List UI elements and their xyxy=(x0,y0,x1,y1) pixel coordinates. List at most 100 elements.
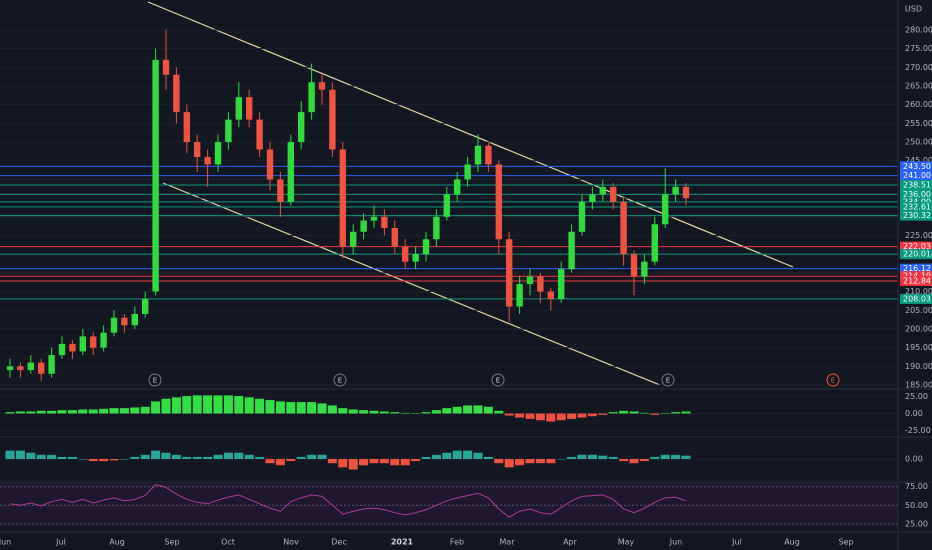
histogram-bar xyxy=(567,456,577,459)
candle-body xyxy=(214,142,222,165)
candle-body xyxy=(173,74,180,113)
histogram-bar xyxy=(619,459,629,462)
y-tick-label: 25.00 xyxy=(905,519,928,528)
y-tick-label: 185.00 xyxy=(905,381,932,390)
candle-body xyxy=(651,224,658,262)
histogram-bar xyxy=(515,413,525,418)
histogram-bar xyxy=(265,459,275,464)
y-tick-label: 275.00 xyxy=(905,44,932,53)
candle-body xyxy=(235,97,242,120)
y-tick-label: 75.00 xyxy=(905,482,928,491)
candle-body xyxy=(225,119,232,143)
level-label: 234.00 xyxy=(903,197,931,206)
histogram-bar xyxy=(67,410,77,414)
earnings-label: E xyxy=(338,377,342,385)
level-label: 230.32 xyxy=(903,211,931,220)
histogram-bar xyxy=(140,454,150,459)
x-tick-label: May xyxy=(618,538,635,547)
candle-body xyxy=(682,186,690,199)
histogram-bar xyxy=(67,456,77,459)
candle-body xyxy=(246,97,253,120)
y-tick-label: 50.00 xyxy=(905,501,928,510)
y-tick-label: 0.00 xyxy=(905,409,923,418)
histogram-bar xyxy=(442,408,452,414)
histogram-bar xyxy=(275,401,285,414)
x-tick-label: Jul xyxy=(731,538,742,547)
histogram-bar xyxy=(88,459,98,462)
y-tick-label: 255.00 xyxy=(905,119,932,128)
histogram-bar xyxy=(556,459,566,460)
histogram-bar xyxy=(546,413,556,422)
level-tag xyxy=(900,263,932,274)
histogram-bar xyxy=(151,450,161,459)
histogram-bar xyxy=(411,459,421,462)
candle-body xyxy=(485,145,492,165)
histogram-bar xyxy=(639,459,649,462)
histogram-bar xyxy=(57,410,67,414)
indicator-line xyxy=(9,483,687,518)
level-label: 232.61 xyxy=(903,203,931,212)
candle-body xyxy=(183,112,190,143)
candle-body xyxy=(589,194,596,202)
histogram-bar xyxy=(504,413,514,416)
x-tick-label: Mar xyxy=(499,538,515,547)
level-tag xyxy=(900,275,932,286)
histogram-bar xyxy=(99,459,109,462)
histogram-bar xyxy=(650,456,660,459)
candle-body xyxy=(287,142,294,202)
histogram-bar xyxy=(57,456,67,459)
histogram-bar xyxy=(130,456,140,459)
histogram-bar xyxy=(15,450,25,459)
x-tick-label: Jun xyxy=(0,538,11,547)
candle-body xyxy=(298,112,305,143)
candle-body xyxy=(329,89,336,150)
histogram-bar xyxy=(452,406,462,414)
candle-body xyxy=(204,156,211,165)
candle-body xyxy=(641,261,648,277)
candle-body xyxy=(381,216,388,229)
histogram-bar xyxy=(265,400,275,414)
earnings-marker xyxy=(333,373,347,387)
earnings-marker xyxy=(491,373,505,387)
histogram-bar xyxy=(577,413,587,418)
candle-body xyxy=(38,362,45,374)
candle-body xyxy=(662,194,669,225)
currency-label: USD xyxy=(905,5,922,14)
level-tag xyxy=(900,170,932,181)
candle-body xyxy=(370,216,378,221)
histogram-bar xyxy=(463,405,473,414)
candle-body xyxy=(433,216,440,240)
histogram-bar xyxy=(192,395,202,414)
candle-body xyxy=(266,149,274,180)
level-label: 216.12 xyxy=(903,264,931,273)
earnings-marker xyxy=(148,373,162,387)
histogram-bar xyxy=(598,413,608,415)
candle-body xyxy=(558,269,565,300)
histogram-bar xyxy=(47,410,57,414)
histogram-bar xyxy=(171,454,181,459)
candle-body xyxy=(339,149,346,247)
level-label: 241.00 xyxy=(903,171,931,180)
y-tick-label: 0.00 xyxy=(905,455,923,464)
histogram-bar xyxy=(36,454,46,459)
histogram-bar xyxy=(192,456,202,459)
candle-body xyxy=(162,59,170,75)
y-tick-label: 190.00 xyxy=(905,362,932,371)
candle-body xyxy=(360,220,367,232)
candle-body xyxy=(110,317,118,333)
histogram-bar xyxy=(619,410,629,414)
histogram-bar xyxy=(234,452,244,459)
candle-body xyxy=(516,284,523,307)
histogram-bar xyxy=(629,411,639,414)
candle-body xyxy=(391,228,398,247)
level-label: 208.03 xyxy=(903,294,931,303)
histogram-bar xyxy=(483,456,493,459)
histogram-bar xyxy=(473,405,483,414)
histogram-bar xyxy=(296,402,306,414)
candle-body xyxy=(454,179,461,195)
histogram-bar xyxy=(99,408,109,414)
candle-body xyxy=(402,246,409,262)
x-tick-label: Jul xyxy=(55,538,66,547)
histogram-bar xyxy=(119,408,129,414)
histogram-bar xyxy=(26,452,36,459)
